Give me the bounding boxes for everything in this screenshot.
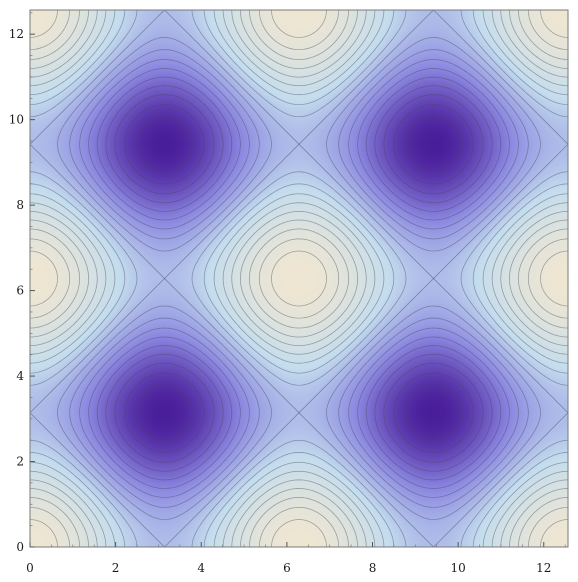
- y-tick-label-6: 12: [9, 27, 24, 41]
- saddle-line-4: [29, 9, 165, 145]
- saddle-line-3: [29, 412, 165, 548]
- color-field: [30, 10, 568, 547]
- saddle-line-1: [164, 143, 569, 548]
- y-tick-label-0: 0: [16, 540, 24, 554]
- contour-line-15: [29, 9, 569, 548]
- contour-line-14: [29, 9, 569, 548]
- contour-line-5: [88, 68, 510, 489]
- saddle-line-6: [164, 9, 569, 414]
- contour-line-7: [69, 49, 529, 508]
- contour-line-0: [136, 116, 462, 441]
- y-tick-label-3: 6: [16, 284, 24, 298]
- x-tick-label-0: 0: [26, 561, 34, 575]
- plot-area: [29, 9, 569, 548]
- contour-line-6: [79, 59, 519, 498]
- y-axis: 0 2 4 6 8 10 12: [9, 12, 35, 554]
- y-tick-label-1: 2: [16, 455, 24, 469]
- contour-line-18: [29, 9, 569, 548]
- x-tick-label-1: 2: [112, 561, 120, 575]
- contour-lines: [29, 9, 569, 548]
- x-tick-label-5: 10: [450, 561, 465, 575]
- contour-line-13: [29, 9, 569, 548]
- saddle-line-0: [433, 412, 569, 548]
- contour-line-4: [96, 76, 502, 481]
- x-tick-label-4: 8: [369, 561, 377, 575]
- plot-frame: [29, 9, 569, 548]
- contour-line-17: [29, 9, 569, 548]
- x-tick-label-2: 4: [197, 561, 205, 575]
- contour-line-11: [29, 9, 569, 548]
- x-tick-label-6: 12: [536, 561, 551, 575]
- x-axis: 0 2 4 6 8 10 12: [26, 542, 566, 575]
- contour-line-2: [114, 94, 484, 463]
- y-tick-label-4: 8: [16, 198, 24, 212]
- saddle-line-2: [29, 9, 434, 414]
- contour-line-12: [29, 9, 569, 548]
- saddle-line-7: [433, 9, 569, 145]
- y-tick-label-2: 4: [16, 369, 24, 383]
- saddle-lines: [29, 9, 569, 548]
- contour-line-3: [105, 85, 493, 472]
- contour-line-16: [29, 9, 569, 548]
- saddle-line-5: [29, 143, 434, 548]
- y-tick-label-5: 10: [9, 113, 24, 127]
- contour-line-1: [124, 104, 474, 453]
- contour-line-8: [57, 37, 541, 520]
- x-tick-label-3: 6: [283, 561, 291, 575]
